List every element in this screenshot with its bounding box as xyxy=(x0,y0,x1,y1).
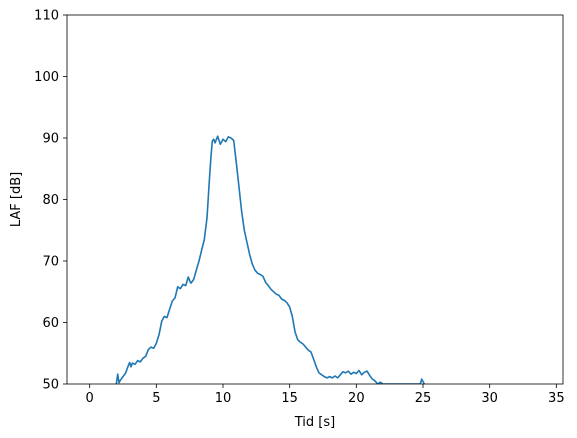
x-tick-label: 25 xyxy=(415,391,432,406)
x-tick-label: 30 xyxy=(481,391,498,406)
y-axis-title: LAF [dB] xyxy=(9,172,24,227)
y-tick-label: 60 xyxy=(42,316,59,331)
x-tick-label: 15 xyxy=(281,391,298,406)
y-tick-label: 80 xyxy=(42,193,59,208)
y-tick-label: 100 xyxy=(34,70,59,85)
x-tick-label: 35 xyxy=(548,391,565,406)
series-layer xyxy=(115,135,426,384)
y-tick-label: 70 xyxy=(42,255,59,270)
x-tick-label: 5 xyxy=(152,391,160,406)
y-axis: 50 60 70 80 90 100 110 xyxy=(34,9,67,393)
x-axis: 0 5 10 15 20 25 30 35 xyxy=(86,384,565,406)
series-line xyxy=(115,135,426,384)
x-tick-label: 10 xyxy=(215,391,232,406)
plot-frame xyxy=(66,14,564,385)
x-axis-title: Tid [s] xyxy=(294,415,335,430)
y-tick-label: 90 xyxy=(42,132,59,147)
y-tick-label: 50 xyxy=(42,378,59,393)
x-tick-label: 0 xyxy=(86,391,94,406)
y-tick-label: 110 xyxy=(34,9,59,24)
x-tick-label: 20 xyxy=(348,391,365,406)
